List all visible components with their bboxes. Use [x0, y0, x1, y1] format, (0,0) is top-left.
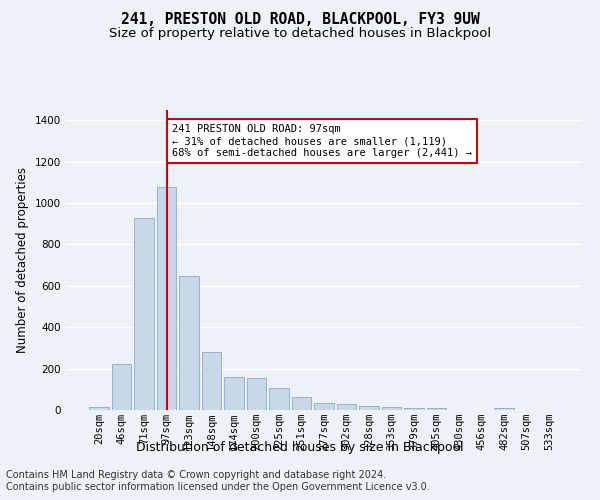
- Bar: [89, 407, 109, 410]
- Bar: [247, 378, 266, 410]
- Bar: [314, 403, 334, 410]
- Text: 241 PRESTON OLD ROAD: 97sqm
← 31% of detached houses are smaller (1,119)
68% of : 241 PRESTON OLD ROAD: 97sqm ← 31% of det…: [172, 124, 472, 158]
- Bar: [382, 407, 401, 410]
- Bar: [494, 408, 514, 410]
- Bar: [179, 276, 199, 410]
- Bar: [359, 406, 379, 410]
- Bar: [269, 388, 289, 410]
- Text: Contains HM Land Registry data © Crown copyright and database right 2024.: Contains HM Land Registry data © Crown c…: [6, 470, 386, 480]
- Text: Contains public sector information licensed under the Open Government Licence v3: Contains public sector information licen…: [6, 482, 430, 492]
- Bar: [224, 377, 244, 410]
- Bar: [292, 396, 311, 410]
- Bar: [337, 404, 356, 410]
- Text: 241, PRESTON OLD ROAD, BLACKPOOL, FY3 9UW: 241, PRESTON OLD ROAD, BLACKPOOL, FY3 9U…: [121, 12, 479, 28]
- Bar: [202, 352, 221, 410]
- Y-axis label: Number of detached properties: Number of detached properties: [16, 167, 29, 353]
- Bar: [427, 408, 446, 410]
- Bar: [112, 364, 131, 410]
- Bar: [134, 218, 154, 410]
- Text: Size of property relative to detached houses in Blackpool: Size of property relative to detached ho…: [109, 28, 491, 40]
- Bar: [157, 186, 176, 410]
- Text: Distribution of detached houses by size in Blackpool: Distribution of detached houses by size …: [136, 441, 464, 454]
- Bar: [404, 408, 424, 410]
